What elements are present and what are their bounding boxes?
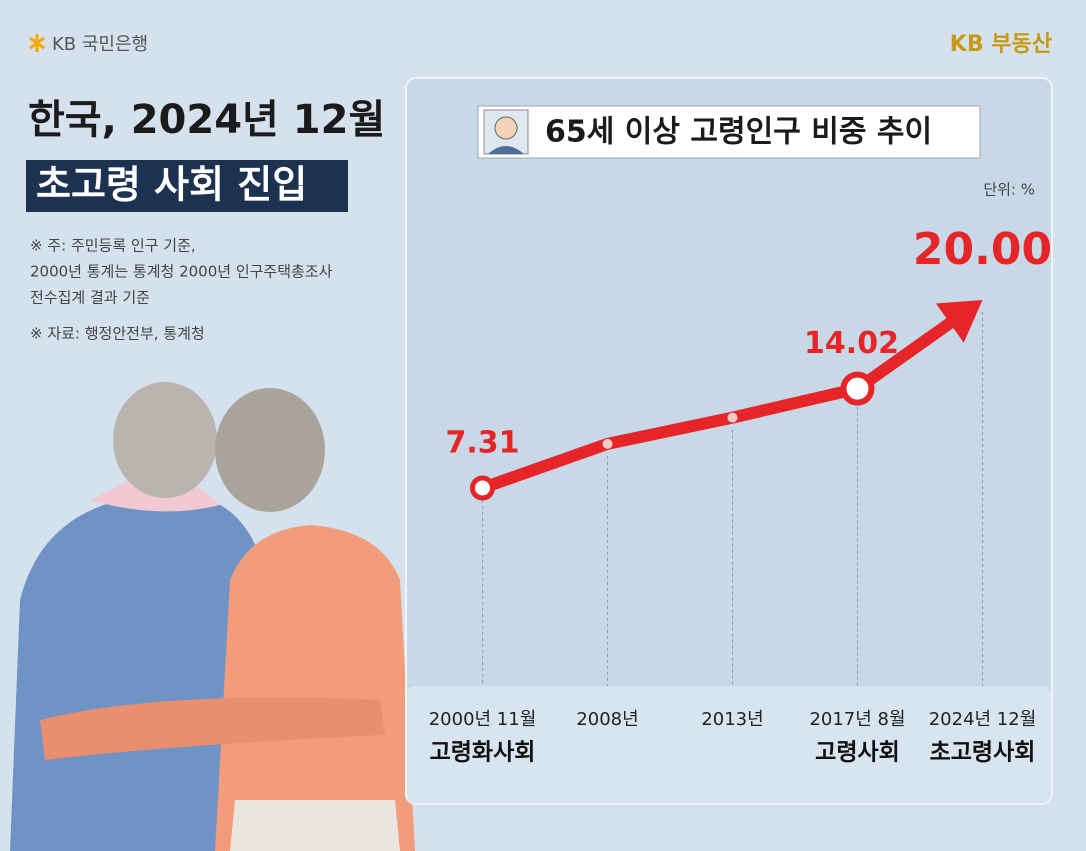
point-marker bbox=[470, 475, 495, 501]
label-band bbox=[407, 686, 1051, 803]
chart-title-box bbox=[477, 105, 981, 159]
headline-line2: 초고령 사회 진입 bbox=[36, 163, 307, 207]
milestone-label: 고령화사회 bbox=[430, 740, 536, 766]
brand-name: KB 부동산 bbox=[950, 32, 1052, 57]
milestone-label: 초고령사회 bbox=[930, 740, 1036, 766]
point-dot bbox=[602, 438, 613, 449]
x-tick-label: 2000년 11월 bbox=[429, 709, 537, 730]
note: 2000년 통계는 통계청 2000년 인구주택총조사 bbox=[30, 263, 333, 281]
chart-panel bbox=[405, 77, 1053, 805]
bank-name: KB 국민은행 bbox=[52, 34, 148, 55]
headline-highlight bbox=[26, 160, 348, 212]
headline-line1: 한국, 2024년 12월 bbox=[28, 97, 385, 143]
value-label: 14.02 bbox=[804, 326, 899, 361]
milestone-label: 고령사회 bbox=[815, 740, 900, 766]
kb-logo bbox=[29, 34, 45, 52]
unit-label: 단위: % bbox=[983, 181, 1035, 199]
point-marker bbox=[840, 371, 875, 406]
x-tick-label: 2013년 bbox=[701, 709, 763, 730]
value-label: 20.00 bbox=[913, 224, 1052, 275]
note: ※ 자료: 행정안전부, 통계청 bbox=[30, 325, 205, 343]
x-tick-label: 2017년 8월 bbox=[809, 709, 905, 730]
couple-photo bbox=[10, 382, 415, 851]
note: ※ 주: 주민등록 인구 기준, bbox=[30, 237, 196, 255]
arrowhead bbox=[935, 300, 983, 343]
title-icon bbox=[483, 109, 529, 155]
value-label: 7.31 bbox=[445, 426, 519, 461]
x-tick-label: 2024년 12월 bbox=[929, 709, 1037, 730]
chart-title: 65세 이상 고령인구 비중 추이 bbox=[545, 115, 932, 150]
x-tick-label: 2008년 bbox=[576, 709, 638, 730]
point-dot bbox=[727, 412, 738, 423]
note: 전수집계 결과 기준 bbox=[30, 289, 150, 307]
